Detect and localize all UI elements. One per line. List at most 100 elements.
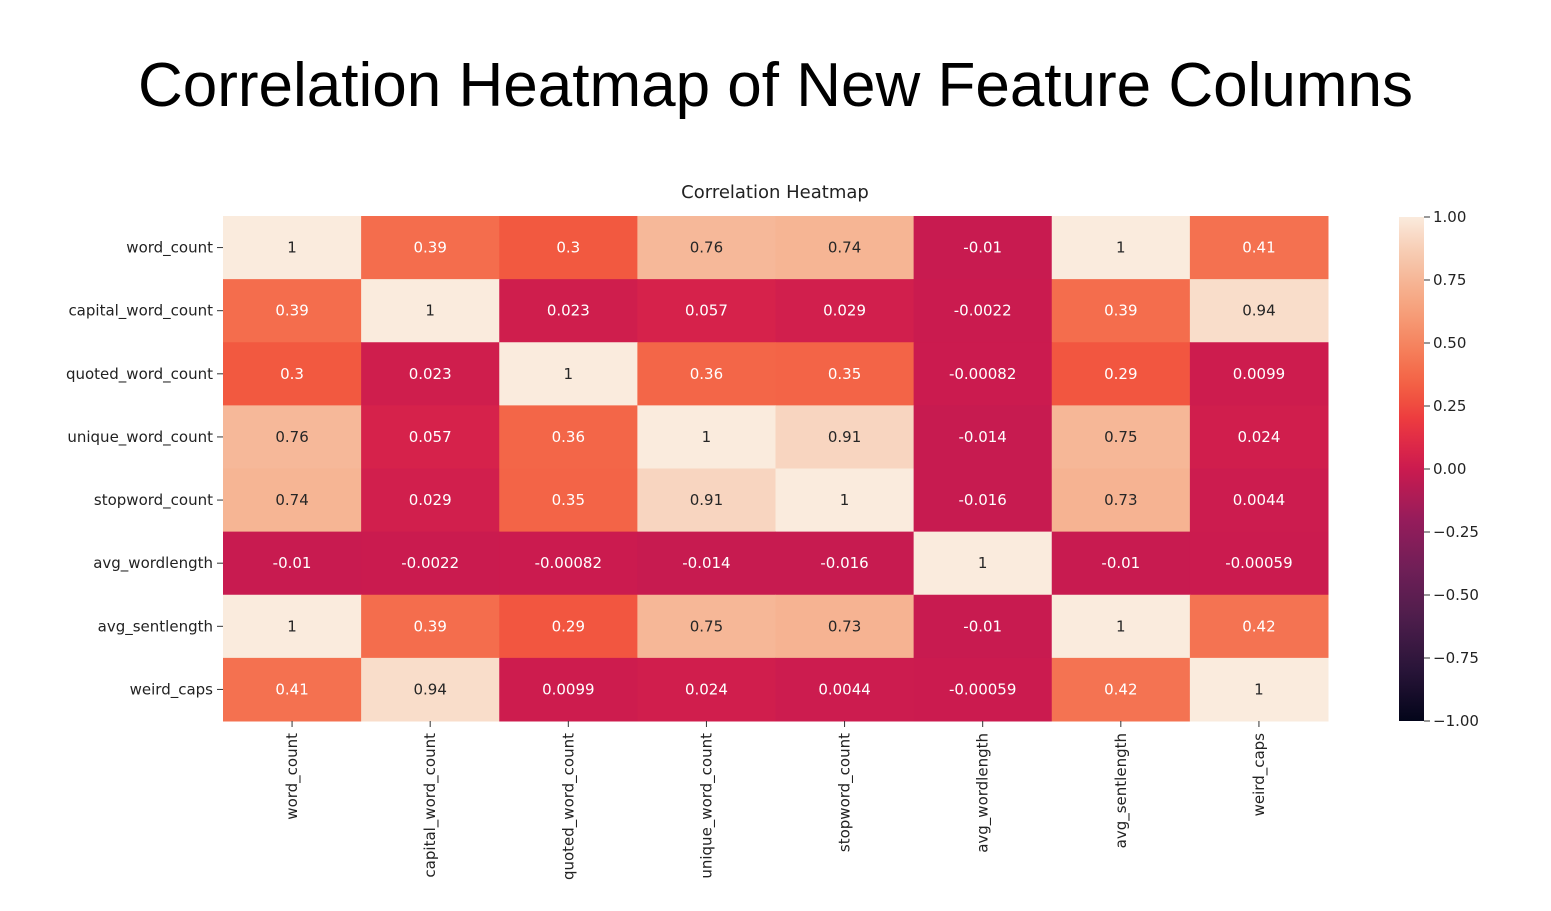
heatmap-cell-label-5-5: 1 — [978, 554, 988, 572]
row-tick-label: stopword_count — [94, 491, 213, 510]
column-tick-label: capital_word_count — [421, 733, 440, 878]
heatmap-cell-2-4 — [775, 342, 915, 406]
heatmap-cell-label-0-7: 0.41 — [1242, 239, 1275, 257]
heatmap-cell-1-5 — [913, 279, 1053, 343]
heatmap-cell-label-3-3: 1 — [702, 428, 712, 446]
heatmap-cell-label-7-4: 0.0044 — [818, 680, 871, 698]
heatmap-cell-label-0-1: 0.39 — [413, 239, 446, 257]
heatmap-cell-7-5 — [913, 657, 1053, 722]
heatmap-cell-label-2-3: 0.36 — [690, 365, 723, 383]
heatmap-cell-3-2 — [499, 405, 638, 469]
heatmap-cell-label-4-5: -0.016 — [959, 491, 1007, 509]
heatmap-cell-5-5 — [913, 531, 1053, 596]
heatmap-cell-label-5-2: -0.00082 — [535, 554, 602, 572]
heatmap-cell-6-5 — [913, 594, 1053, 659]
heatmap-cell-label-5-0: -0.01 — [273, 554, 312, 572]
heatmap-cell-4-1 — [361, 468, 500, 533]
heatmap-cells: 1 0.39 0.3 0.76 0.74 -0.01 1 0.41 0.39 1 0.023 0.05… — [223, 216, 1329, 722]
heatmap-cell-5-2 — [499, 531, 638, 596]
heatmap-cell-7-4 — [775, 657, 915, 722]
heatmap-cell-1-1 — [361, 279, 500, 343]
heatmap-cell-label-0-3: 0.76 — [690, 239, 723, 257]
heatmap-cell-label-7-0: 0.41 — [275, 680, 308, 698]
heatmap-cell-7-1 — [361, 657, 500, 722]
chart-title: Correlation Heatmap — [681, 182, 869, 203]
heatmap-cell-label-3-7: 0.024 — [1237, 428, 1280, 446]
heatmap-cell-3-7 — [1189, 405, 1329, 469]
row-tick-label: quoted_word_count — [66, 365, 213, 384]
heatmap-cell-4-4 — [775, 468, 915, 533]
heatmap-cell-4-5 — [913, 468, 1053, 533]
heatmap-cell-label-3-4: 0.91 — [828, 428, 861, 446]
heatmap-cell-7-7 — [1189, 657, 1329, 722]
column-tick-label: weird_caps — [1250, 733, 1269, 817]
heatmap-cell-label-1-7: 0.94 — [1242, 302, 1275, 320]
heatmap-cell-label-1-2: 0.023 — [547, 302, 590, 320]
column-tick-label: quoted_word_count — [559, 733, 578, 880]
heatmap-cell-label-6-5: -0.01 — [963, 617, 1002, 635]
heatmap-cell-1-6 — [1051, 279, 1191, 343]
heatmap-cell-0-2 — [499, 216, 638, 280]
heatmap-cell-label-7-1: 0.94 — [413, 680, 446, 698]
heatmap-cell-0-4 — [775, 216, 915, 280]
heatmap-cell-1-0 — [223, 279, 362, 343]
heatmap-cell-label-6-3: 0.75 — [690, 617, 723, 635]
heatmap-cell-label-0-0: 1 — [287, 239, 297, 257]
heatmap-cell-5-3 — [637, 531, 776, 596]
heatmap-cell-5-1 — [361, 531, 500, 596]
heatmap-cell-label-4-4: 1 — [840, 491, 850, 509]
column-tick-label: stopword_count — [836, 733, 855, 852]
heatmap-cell-label-1-4: 0.029 — [823, 302, 866, 320]
heatmap-cell-label-0-4: 0.74 — [828, 239, 861, 257]
heatmap-cell-label-6-7: 0.42 — [1242, 617, 1275, 635]
row-tick-label: weird_caps — [130, 680, 214, 699]
row-tick-labels: word_count capital_word_count quoted_word_… — [66, 239, 223, 699]
heatmap-cell-4-2 — [499, 468, 638, 533]
heatmap-cell-1-7 — [1189, 279, 1329, 343]
heatmap-cell-5-6 — [1051, 531, 1191, 596]
heatmap-cell-label-7-7: 1 — [1254, 680, 1264, 698]
heatmap-cell-2-0 — [223, 342, 362, 406]
column-tick-label: avg_wordlength — [974, 733, 993, 853]
heatmap-cell-label-7-6: 0.42 — [1104, 680, 1137, 698]
heatmap-cell-label-4-2: 0.35 — [552, 491, 585, 509]
heatmap-cell-1-2 — [499, 279, 638, 343]
heatmap-cell-6-6 — [1051, 594, 1191, 659]
column-tick-label: avg_sentlength — [1112, 733, 1131, 848]
heatmap-cell-0-0 — [223, 216, 362, 280]
heatmap-cell-1-3 — [637, 279, 776, 343]
heatmap-cell-0-5 — [913, 216, 1053, 280]
colorbar: 1.00 0.75 0.50 0.25 0.00 −0.25 −0.50 −0.75 −1.00 — [1399, 208, 1479, 730]
heatmap-cell-label-5-3: -0.014 — [682, 554, 730, 572]
heatmap-cell-label-7-3: 0.024 — [685, 680, 728, 698]
heatmap-cell-label-5-6: -0.01 — [1101, 554, 1140, 572]
heatmap-cell-label-0-2: 0.3 — [556, 239, 580, 257]
heatmap-cell-0-1 — [361, 216, 500, 280]
row-tick-label: word_count — [126, 239, 213, 258]
heatmap-cell-3-6 — [1051, 405, 1191, 469]
heatmap-cell-7-6 — [1051, 657, 1191, 722]
colorbar-gradient — [1399, 217, 1424, 721]
heatmap-cell-label-6-4: 0.73 — [828, 617, 861, 635]
heatmap-cell-0-3 — [637, 216, 776, 280]
column-tick-label: unique_word_count — [697, 733, 716, 879]
heatmap-cell-1-4 — [775, 279, 915, 343]
colorbar-tick-label: −0.50 — [1433, 586, 1479, 604]
row-tick-label: avg_sentlength — [98, 617, 213, 636]
heatmap-cell-label-6-6: 1 — [1116, 617, 1126, 635]
heatmap-cell-5-7 — [1189, 531, 1329, 596]
colorbar-tick-label: −0.75 — [1433, 649, 1479, 667]
heatmap-cell-4-3 — [637, 468, 776, 533]
heatmap-cell-label-0-6: 1 — [1116, 239, 1126, 257]
heatmap-cell-label-1-6: 0.39 — [1104, 302, 1137, 320]
colorbar-tick-label: 1.00 — [1433, 208, 1466, 226]
colorbar-tick-label: 0.50 — [1433, 334, 1466, 352]
heatmap-cell-label-3-0: 0.76 — [275, 428, 308, 446]
heatmap-cell-2-1 — [361, 342, 500, 406]
row-tick-label: unique_word_count — [67, 428, 213, 447]
heatmap-cell-label-4-6: 0.73 — [1104, 491, 1137, 509]
heatmap-cell-6-7 — [1189, 594, 1329, 659]
heatmap-cell-label-1-0: 0.39 — [275, 302, 308, 320]
heatmap-cell-label-5-1: -0.0022 — [401, 554, 459, 572]
